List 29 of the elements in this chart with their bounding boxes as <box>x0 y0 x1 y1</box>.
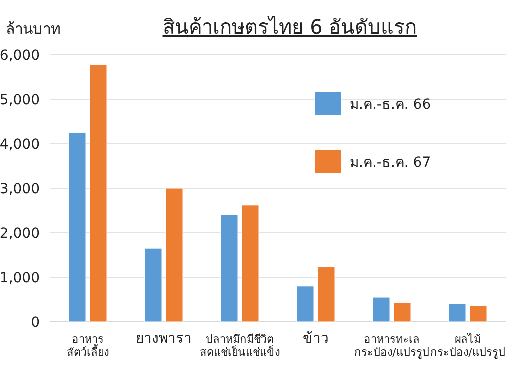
legend-label: ม.ค.-ธ.ค. 66 <box>350 97 432 113</box>
x-tick-label: ข้าว <box>303 331 329 347</box>
bar <box>220 214 238 322</box>
bar <box>296 286 314 322</box>
bar <box>68 132 86 322</box>
x-tick-label: ผลไม้ กระป๋อง/แปรรูป <box>430 333 506 360</box>
bar <box>470 306 488 322</box>
chart-title: สินค้าเกษตรไทย 6 อันดับแรก <box>162 15 418 39</box>
bar <box>144 248 162 322</box>
legend-label: ม.ค.-ธ.ค. 67 <box>350 155 432 171</box>
bar <box>394 302 412 322</box>
y-tick-label: 0 <box>31 315 40 331</box>
bar <box>166 188 184 322</box>
x-tick-label: อาหาร สัตว์เลี้ยง <box>67 333 109 360</box>
bar <box>448 304 466 322</box>
bar <box>242 205 260 322</box>
y-tick-label: 4,000 <box>0 137 40 153</box>
y-tick-label: 6,000 <box>0 48 40 64</box>
y-tick-label: 2,000 <box>0 226 40 242</box>
x-tick-label: ยางพารา <box>136 331 192 347</box>
bar <box>90 64 108 322</box>
x-tick-label: อาหารทะเล กระป๋อง/แปรรูป <box>354 333 430 360</box>
x-tick-label: ปลาหมึกมีชีวิต สดแช่เย็นแช่แข็ง <box>200 333 280 360</box>
y-tick-label: 5,000 <box>0 92 40 108</box>
bar <box>372 297 390 322</box>
y-tick-label: 1,000 <box>0 270 40 286</box>
bar <box>318 267 336 322</box>
y-tick-label: 3,000 <box>0 182 40 198</box>
y-axis-title: ล้านบาท <box>6 20 61 38</box>
